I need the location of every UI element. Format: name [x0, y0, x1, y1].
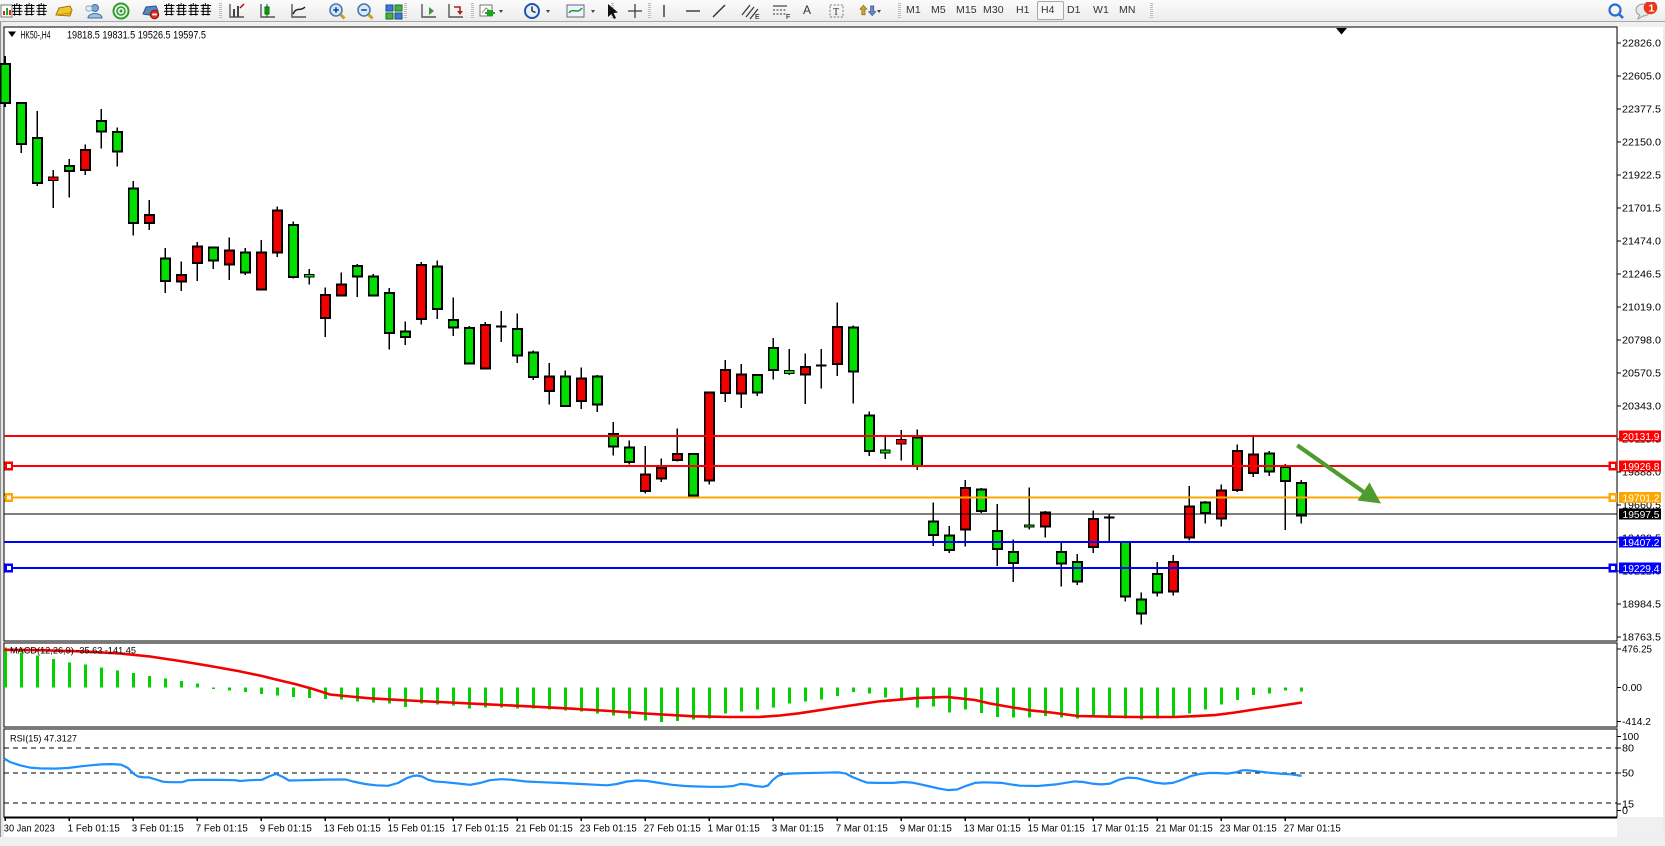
svg-text:15: 15	[1622, 798, 1634, 810]
svg-text:21701.5: 21701.5	[1622, 203, 1661, 215]
svg-text:19597.5: 19597.5	[1623, 509, 1660, 521]
svg-text:9 Feb 01:15: 9 Feb 01:15	[260, 823, 312, 835]
svg-text:476.25: 476.25	[1622, 643, 1652, 655]
svg-text:21246.5: 21246.5	[1622, 269, 1661, 281]
svg-text:3 Feb 01:15: 3 Feb 01:15	[132, 823, 184, 835]
svg-text:0.00: 0.00	[1622, 682, 1642, 694]
svg-text:80: 80	[1622, 742, 1634, 754]
svg-text:21019.0: 21019.0	[1622, 302, 1661, 314]
svg-text:13 Mar 01:15: 13 Mar 01:15	[964, 823, 1021, 835]
svg-text:20131.9: 20131.9	[1623, 431, 1660, 443]
svg-text:19229.4: 19229.4	[1623, 563, 1660, 575]
svg-text:1 Feb 01:15: 1 Feb 01:15	[68, 823, 120, 835]
svg-text:HK50-,H4: HK50-,H4	[21, 30, 51, 42]
svg-text:17 Feb 01:15: 17 Feb 01:15	[452, 823, 509, 835]
svg-text:17 Mar 01:15: 17 Mar 01:15	[1092, 823, 1149, 835]
svg-text:23 Feb 01:15: 23 Feb 01:15	[580, 823, 637, 835]
svg-text:19818.5 19831.5 19526.5 19597.: 19818.5 19831.5 19526.5 19597.5	[67, 30, 206, 42]
svg-text:-414.2: -414.2	[1622, 716, 1651, 728]
svg-text:1: 1	[1649, 3, 1655, 15]
svg-text:19407.2: 19407.2	[1623, 537, 1660, 549]
svg-text:20570.5: 20570.5	[1622, 368, 1661, 380]
svg-text:21 Feb 01:15: 21 Feb 01:15	[516, 823, 573, 835]
svg-text:9 Mar 01:15: 9 Mar 01:15	[900, 823, 952, 835]
svg-text:100: 100	[1622, 731, 1639, 743]
svg-text:22150.0: 22150.0	[1622, 137, 1661, 149]
svg-text:RSI(15) 47.3127: RSI(15) 47.3127	[10, 734, 77, 745]
svg-text:7 Mar 01:15: 7 Mar 01:15	[836, 823, 888, 835]
svg-text:22605.0: 22605.0	[1622, 71, 1661, 83]
svg-text:21 Mar 01:15: 21 Mar 01:15	[1156, 823, 1213, 835]
svg-text:19926.8: 19926.8	[1623, 461, 1660, 473]
svg-text:22377.5: 22377.5	[1622, 104, 1661, 116]
svg-text:F: F	[786, 14, 790, 20]
svg-text:50: 50	[1622, 767, 1634, 779]
svg-text:0: 0	[1622, 805, 1628, 817]
svg-text:1 Mar 01:15: 1 Mar 01:15	[708, 823, 760, 835]
svg-text:19701.2: 19701.2	[1623, 492, 1660, 504]
svg-text:T: T	[833, 7, 839, 18]
svg-text:7 Feb 01:15: 7 Feb 01:15	[196, 823, 248, 835]
svg-text:18763.5: 18763.5	[1622, 632, 1661, 644]
svg-text:18984.5: 18984.5	[1622, 599, 1661, 611]
svg-text:22826.0: 22826.0	[1622, 38, 1661, 50]
svg-text:27 Feb 01:15: 27 Feb 01:15	[644, 823, 701, 835]
svg-text:20798.0: 20798.0	[1622, 335, 1661, 347]
svg-text:3 Mar 01:15: 3 Mar 01:15	[772, 823, 824, 835]
svg-text:15 Mar 01:15: 15 Mar 01:15	[1028, 823, 1085, 835]
svg-text:27 Mar 01:15: 27 Mar 01:15	[1284, 823, 1341, 835]
svg-text:30 Jan 2023: 30 Jan 2023	[4, 823, 55, 835]
svg-text:21474.0: 21474.0	[1622, 236, 1661, 248]
svg-text:E: E	[755, 14, 760, 20]
svg-text:15 Feb 01:15: 15 Feb 01:15	[388, 823, 445, 835]
svg-text:21922.5: 21922.5	[1622, 170, 1661, 182]
svg-text:20343.0: 20343.0	[1622, 401, 1661, 413]
svg-text:MACD(12,26,9) -35.63 -141.45: MACD(12,26,9) -35.63 -141.45	[10, 646, 136, 657]
svg-text:23 Mar 01:15: 23 Mar 01:15	[1220, 823, 1277, 835]
svg-text:13 Feb 01:15: 13 Feb 01:15	[324, 823, 381, 835]
